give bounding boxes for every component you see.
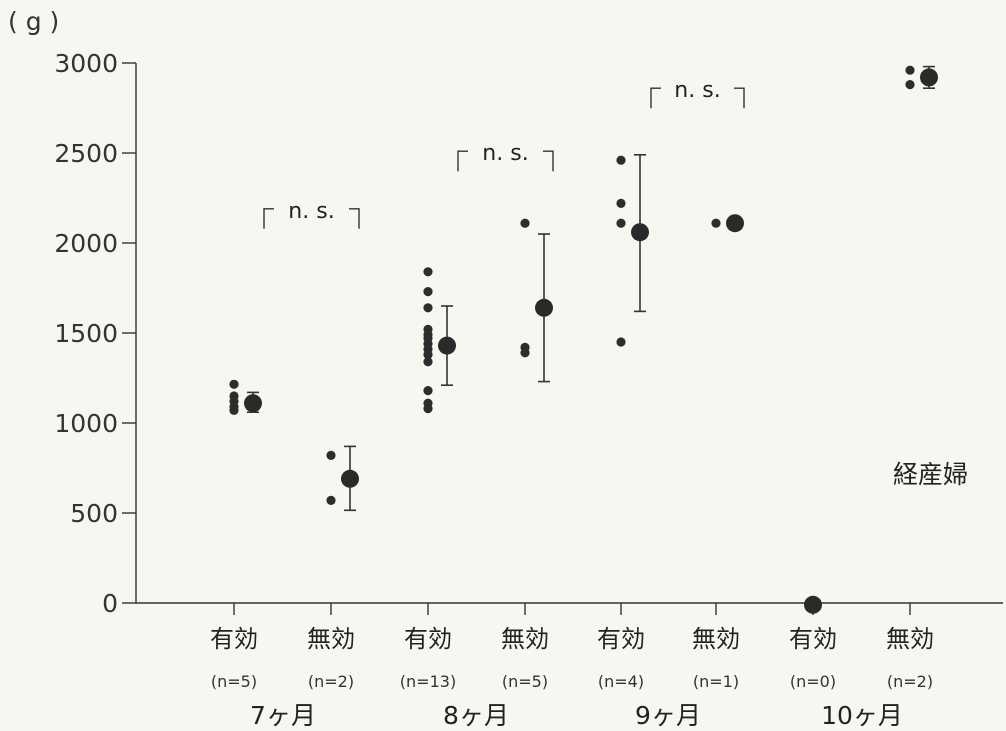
data-point: [423, 303, 433, 313]
sample-size-label: (n=5): [211, 672, 257, 691]
y-tick-label: 3000: [54, 49, 118, 78]
category-label: 有効: [789, 625, 837, 653]
mean-point: [631, 223, 649, 242]
sample-size-label: (n=2): [887, 672, 933, 691]
category-labels: 有効 (n=5) 無効 (n=2) 有効 (n=13) 無効 (n=5) 有効 (n=4) 無効 (n…: [210, 625, 934, 730]
y-tick-label: 2500: [54, 139, 118, 168]
y-tick-label: 1500: [54, 319, 118, 348]
significance-label: n. s.: [674, 78, 720, 103]
sample-size-label: (n=0): [790, 672, 836, 691]
mean-point: [341, 469, 359, 488]
sample-size-label: (n=1): [693, 672, 739, 691]
data-point: [616, 218, 626, 228]
data-point: [616, 155, 626, 165]
data-point: [229, 405, 239, 415]
data-point: [520, 218, 530, 228]
data-point: [905, 80, 915, 90]
mean-point: [920, 68, 938, 87]
significance-bracket-right: [349, 208, 360, 229]
data-point: [423, 287, 433, 297]
mean-point: [726, 214, 744, 233]
category-label: 有効: [597, 625, 645, 653]
data-point: [229, 379, 239, 389]
category-label: 無効: [692, 625, 740, 653]
category-label: 有効: [210, 625, 258, 653]
month-label: 9ヶ月: [635, 701, 701, 730]
category-label: 無効: [886, 625, 934, 653]
data-point: [423, 267, 433, 277]
mean-point: [438, 336, 456, 355]
category-label: 無効: [307, 625, 355, 653]
significance-bracket-right: [543, 150, 554, 172]
data-point: [326, 495, 336, 505]
significance-label: n. s.: [288, 199, 334, 224]
month-label: 8ヶ月: [443, 701, 509, 730]
sample-size-label: (n=5): [502, 672, 548, 691]
significance-bracket-left: [650, 87, 661, 109]
significance-bracket-left: [263, 208, 274, 229]
month-label: 7ヶ月: [250, 701, 316, 730]
x-ticks: [233, 603, 911, 615]
sample-size-label: (n=4): [598, 672, 644, 691]
y-tick-label: 2000: [54, 229, 118, 258]
data-point: [711, 218, 721, 228]
mean-point: [535, 298, 553, 317]
month-label: 10ヶ月: [821, 701, 903, 730]
data-point: [616, 198, 626, 208]
data-point: [423, 350, 433, 360]
data-marks: [229, 65, 938, 614]
sample-size-label: (n=2): [308, 672, 354, 691]
y-tick-label: 0: [102, 589, 118, 618]
data-point: [423, 404, 433, 414]
annotations: n. s. n. s. n. s.: [263, 78, 745, 229]
y-tick-label: 500: [70, 499, 118, 528]
y-ticks: 0 500 1000 1500 2000 2500 3000: [54, 49, 136, 618]
mean-point: [244, 394, 262, 413]
data-point: [616, 337, 626, 347]
y-unit-label: ( g ): [8, 7, 59, 36]
data-point: [423, 357, 433, 367]
significance-bracket-left: [457, 150, 468, 172]
group-label: 経産婦: [893, 460, 968, 489]
y-tick-label: 1000: [54, 409, 118, 438]
sample-size-label: (n=13): [400, 672, 456, 691]
category-label: 無効: [501, 625, 549, 653]
data-point: [326, 450, 336, 460]
significance-label: n. s.: [482, 141, 528, 166]
category-label: 有効: [404, 625, 452, 653]
significance-bracket-right: [734, 87, 745, 109]
data-point: [520, 348, 530, 358]
data-point: [423, 386, 433, 396]
mean-point: [804, 595, 822, 614]
data-point: [905, 65, 915, 75]
